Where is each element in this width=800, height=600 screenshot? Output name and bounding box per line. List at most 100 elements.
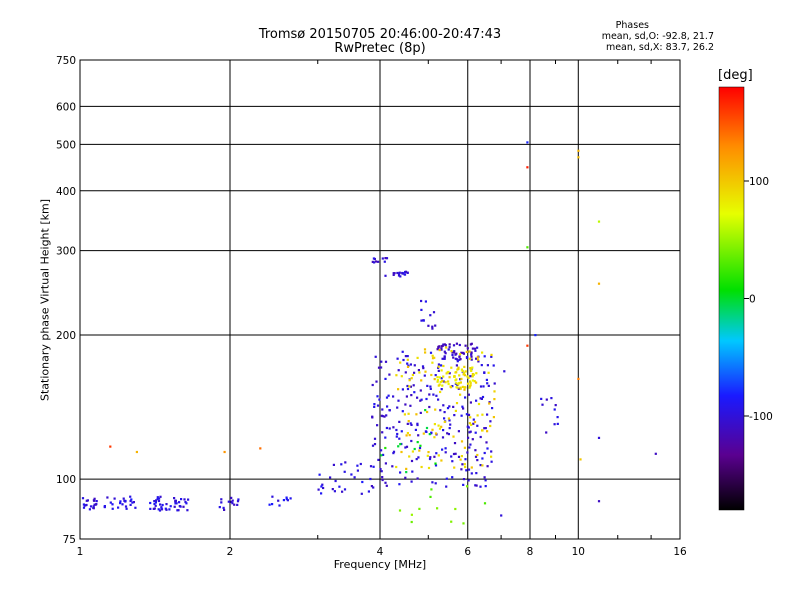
echo-point [435, 394, 438, 397]
echo-point [451, 351, 454, 354]
echo-point [479, 485, 482, 488]
echo-point [237, 498, 240, 501]
echo-point [438, 427, 442, 430]
echo-point [444, 381, 447, 384]
echo-point [459, 458, 462, 461]
echo-point [597, 282, 601, 285]
echo-point [160, 507, 163, 510]
echo-point [459, 386, 462, 389]
echo-point [405, 445, 409, 448]
echo-point [401, 272, 404, 275]
echo-point [397, 369, 400, 372]
echo-point [407, 412, 410, 415]
echo-point [111, 503, 114, 506]
echo-point [443, 411, 446, 414]
echo-point [443, 343, 446, 346]
echo-point [418, 507, 421, 510]
echo-point [419, 389, 422, 392]
echo-point [372, 465, 375, 468]
echo-point [452, 356, 455, 359]
echo-point [413, 391, 416, 394]
echo-point [460, 414, 463, 417]
echo-point [412, 384, 415, 387]
echo-point [479, 397, 482, 400]
echo-point [447, 370, 450, 374]
echo-point [422, 319, 425, 322]
echo-point [119, 500, 122, 503]
echo-point [451, 460, 454, 463]
echo-point [526, 344, 529, 347]
echo-point [380, 454, 383, 457]
echo-point [111, 507, 114, 510]
echo-point [470, 423, 473, 426]
echo-point [470, 369, 473, 372]
echo-point [159, 495, 162, 498]
echo-point [410, 423, 413, 426]
echo-point [370, 485, 373, 488]
y-tick-label: 75 [63, 534, 76, 546]
echo-point [384, 257, 387, 260]
echo-point [168, 508, 171, 511]
x-tick-label: 2 [227, 546, 234, 558]
echo-point [459, 353, 462, 356]
echo-point [461, 463, 464, 466]
echo-point [465, 356, 469, 360]
echo-point [410, 377, 413, 380]
echo-point [471, 438, 474, 441]
echo-point [471, 347, 474, 350]
y-tick-label: 600 [56, 101, 76, 113]
echo-point [399, 471, 402, 474]
echo-point [376, 404, 380, 407]
x-tick-label: 16 [673, 546, 687, 558]
echo-point [433, 356, 436, 359]
echo-point [459, 381, 462, 384]
y-tick-label: 300 [56, 246, 76, 258]
echo-point [392, 273, 395, 276]
echo-point [470, 342, 473, 345]
echo-point [113, 497, 116, 500]
echo-point [477, 402, 481, 406]
echo-point [431, 327, 434, 330]
echo-point [481, 457, 484, 460]
echo-point [481, 464, 484, 467]
echo-point [488, 402, 491, 405]
echo-point [466, 347, 469, 350]
echo-point [132, 501, 135, 504]
echo-point [467, 479, 470, 482]
echo-point [470, 358, 473, 361]
echo-point [436, 376, 439, 379]
echo-point [154, 504, 157, 507]
echo-point [476, 424, 479, 427]
echo-point [416, 356, 419, 359]
echo-point [431, 481, 434, 484]
echo-point [466, 382, 470, 385]
echo-point [222, 506, 225, 509]
echo-point [441, 357, 444, 360]
echo-point [407, 364, 410, 367]
echo-point [81, 497, 85, 500]
echo-point [373, 437, 377, 440]
echo-point [393, 272, 396, 275]
echo-point [374, 260, 377, 263]
echo-point [385, 396, 389, 399]
echo-point [384, 462, 387, 465]
echo-point [489, 424, 492, 428]
echo-point [467, 413, 471, 416]
echo-point [483, 427, 486, 430]
echo-point [456, 368, 459, 371]
echo-point [486, 465, 489, 468]
echo-point [545, 398, 548, 401]
echo-point [399, 443, 402, 446]
echo-point [526, 166, 529, 169]
echo-point [459, 393, 462, 396]
echo-point [183, 498, 186, 501]
echo-point [471, 366, 474, 369]
echo-point [398, 509, 402, 512]
echo-point [470, 351, 473, 354]
echo-point [377, 260, 380, 263]
echo-point [409, 422, 412, 425]
echo-point [153, 507, 156, 510]
echo-point [413, 371, 416, 374]
echo-point [450, 350, 453, 353]
echo-point [424, 351, 427, 354]
